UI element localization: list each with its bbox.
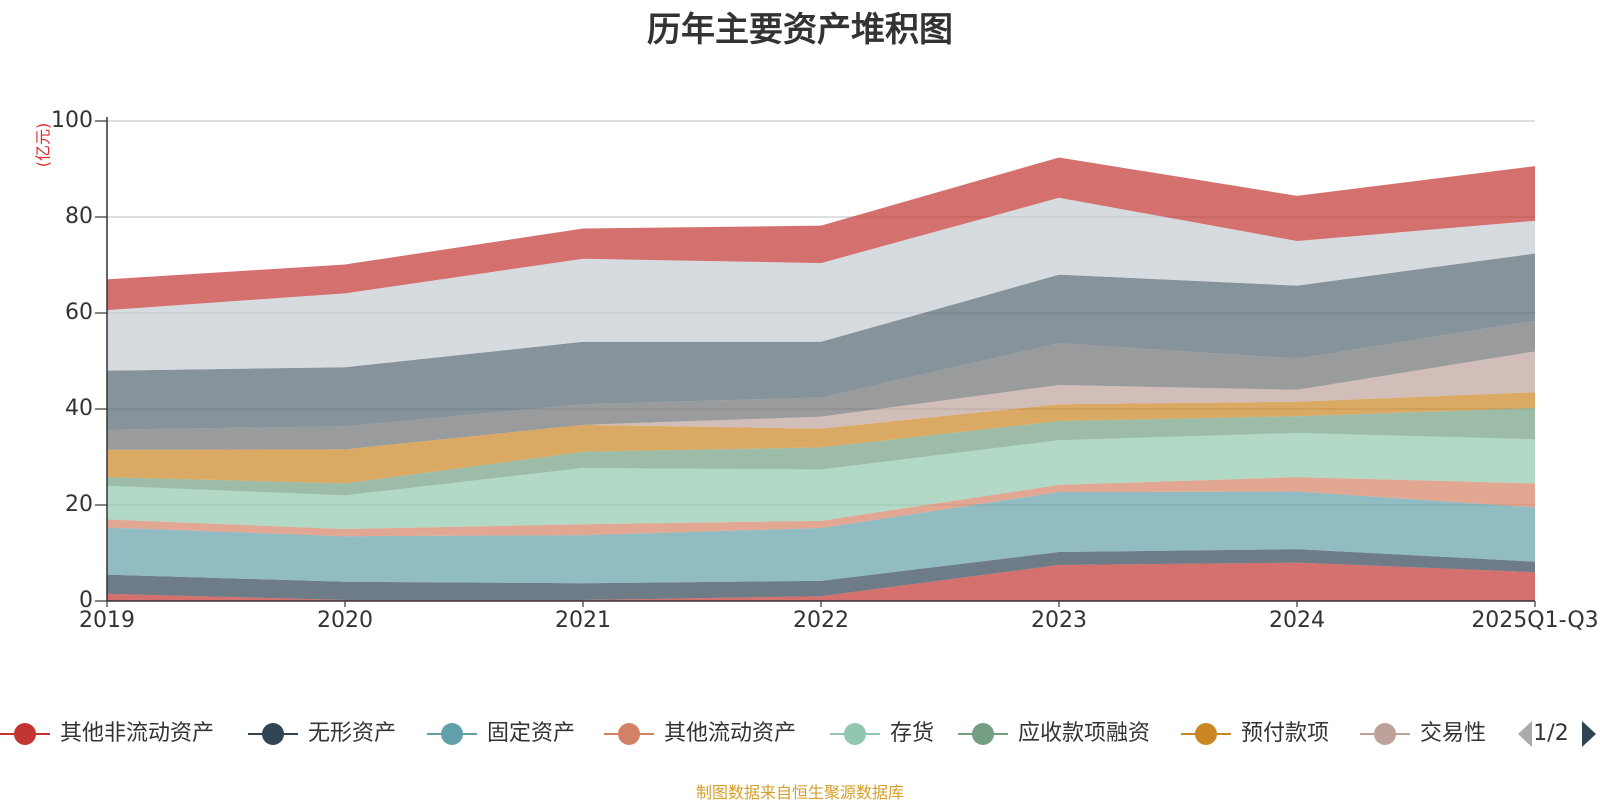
- area-series-货币资金[interactable]: [107, 320, 1535, 450]
- legend-item[interactable]: 固定资产: [427, 721, 575, 746]
- y-tick-label: 20: [65, 492, 93, 517]
- area-series-group: [107, 157, 1535, 601]
- y-tick-label: 100: [51, 108, 93, 133]
- area-series-交易性金融资产[interactable]: [107, 351, 1535, 450]
- area-series-预付款项[interactable]: [107, 392, 1535, 484]
- legend-marker-icon: [618, 723, 640, 745]
- y-tick-label: 0: [79, 588, 93, 613]
- x-tick-label: 2023: [1031, 608, 1087, 633]
- legend-label: 其他非流动资产: [60, 721, 214, 746]
- area-series-其他非流动资产[interactable]: [107, 562, 1535, 601]
- area-series-存货[interactable]: [107, 433, 1535, 529]
- legend-marker-icon: [441, 723, 463, 745]
- legend-label: 预付款项: [1241, 721, 1329, 746]
- y-tick-label: 80: [65, 204, 93, 229]
- axes: 0 20 40 60 80 100 2019 2020 2021 2022 2023 2024 2025…: [51, 108, 1599, 633]
- x-tick-label: 2024: [1269, 608, 1325, 633]
- legend-item[interactable]: 其他非流动资产: [0, 721, 214, 746]
- x-tick-label: 2020: [317, 608, 373, 633]
- legend-item[interactable]: 应收款项融资: [958, 721, 1150, 746]
- legend[interactable]: 其他非流动资产 无形资产 固定资产 其他流动资产 存货 应收款项融资 预付款项 交易性 1/2: [0, 721, 1596, 747]
- legend-item[interactable]: 预付款项: [1181, 721, 1329, 746]
- legend-label: 其他流动资产: [664, 721, 796, 746]
- legend-marker-icon: [262, 723, 284, 745]
- legend-item[interactable]: 无形资产: [248, 721, 396, 746]
- legend-next-page-icon[interactable]: [1582, 721, 1596, 747]
- y-axis-label: (亿元): [34, 123, 53, 168]
- x-tick-label: 2025Q1-Q3: [1471, 608, 1598, 633]
- area-series-长期股权投资[interactable]: [107, 253, 1535, 430]
- legend-item[interactable]: 存货: [830, 721, 934, 746]
- legend-marker-icon: [844, 723, 866, 745]
- x-tick-label: 2019: [79, 608, 135, 633]
- y-tick-label: 60: [65, 300, 93, 325]
- legend-page-indicator: 1/2: [1533, 721, 1568, 746]
- chart-title: 历年主要资产堆积图: [647, 10, 953, 50]
- data-source-note: 制图数据来自恒生聚源数据库: [695, 783, 904, 802]
- legend-label: 无形资产: [308, 721, 396, 746]
- legend-label: 固定资产: [487, 721, 575, 746]
- area-series-商誉[interactable]: [107, 157, 1535, 311]
- area-series-固定资产[interactable]: [107, 491, 1535, 584]
- legend-marker-icon: [14, 723, 36, 745]
- area-series-无形资产[interactable]: [107, 549, 1535, 601]
- legend-marker-icon: [1195, 723, 1217, 745]
- x-tick-label: 2021: [555, 608, 611, 633]
- area-series-应收账款[interactable]: [107, 197, 1535, 371]
- legend-marker-icon: [972, 723, 994, 745]
- y-tick-label: 40: [65, 396, 93, 421]
- legend-label: 交易性: [1420, 721, 1486, 746]
- x-tick-label: 2022: [793, 608, 849, 633]
- legend-marker-icon: [1374, 723, 1396, 745]
- legend-prev-page-icon[interactable]: [1518, 721, 1532, 747]
- legend-item[interactable]: 交易性: [1360, 721, 1486, 746]
- legend-label: 存货: [890, 721, 934, 746]
- legend-label: 应收款项融资: [1018, 721, 1150, 746]
- area-series-应收款项融资[interactable]: [107, 408, 1535, 496]
- area-series-其他流动资产[interactable]: [107, 477, 1535, 537]
- legend-item[interactable]: 其他流动资产: [604, 721, 796, 746]
